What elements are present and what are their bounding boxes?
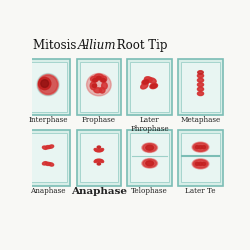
Ellipse shape [94, 88, 102, 93]
Ellipse shape [144, 77, 152, 82]
Text: Anaphase: Anaphase [71, 187, 127, 196]
Ellipse shape [198, 71, 203, 74]
FancyBboxPatch shape [130, 133, 169, 182]
Text: Anaphase: Anaphase [30, 187, 66, 195]
FancyBboxPatch shape [130, 62, 169, 112]
Ellipse shape [148, 78, 156, 83]
Ellipse shape [100, 160, 103, 162]
Ellipse shape [100, 76, 107, 82]
Circle shape [41, 80, 48, 88]
Ellipse shape [195, 162, 199, 166]
Ellipse shape [192, 159, 209, 169]
FancyBboxPatch shape [80, 62, 118, 112]
Ellipse shape [49, 163, 54, 166]
Ellipse shape [97, 163, 100, 165]
FancyBboxPatch shape [178, 59, 223, 115]
Ellipse shape [143, 159, 156, 167]
Ellipse shape [94, 148, 98, 152]
Text: Telophase: Telophase [131, 187, 168, 195]
Ellipse shape [193, 143, 208, 151]
Ellipse shape [146, 161, 154, 166]
Text: Metaphase: Metaphase [180, 116, 221, 124]
Ellipse shape [101, 78, 105, 82]
FancyBboxPatch shape [26, 59, 70, 115]
FancyBboxPatch shape [127, 59, 172, 115]
Ellipse shape [202, 162, 206, 166]
FancyBboxPatch shape [127, 130, 172, 186]
Ellipse shape [46, 146, 51, 149]
Ellipse shape [38, 75, 58, 94]
Ellipse shape [95, 159, 100, 162]
Ellipse shape [97, 149, 101, 152]
Text: Interphase: Interphase [28, 116, 68, 124]
Ellipse shape [142, 79, 150, 85]
Ellipse shape [198, 92, 203, 96]
Ellipse shape [97, 146, 100, 148]
Text: Root Tip: Root Tip [113, 39, 167, 52]
Ellipse shape [42, 146, 48, 149]
Text: Mitosis  -: Mitosis - [34, 39, 92, 52]
Ellipse shape [92, 84, 97, 87]
Ellipse shape [192, 142, 209, 152]
Ellipse shape [90, 76, 98, 82]
Ellipse shape [143, 144, 156, 152]
FancyBboxPatch shape [181, 62, 220, 112]
Ellipse shape [100, 148, 103, 152]
Ellipse shape [37, 74, 59, 96]
Text: Later
Phrophase: Later Phrophase [130, 116, 169, 134]
Text: Prophase: Prophase [82, 116, 116, 124]
Ellipse shape [193, 160, 208, 168]
FancyBboxPatch shape [29, 62, 67, 112]
FancyBboxPatch shape [76, 130, 121, 186]
Ellipse shape [86, 74, 111, 96]
Ellipse shape [42, 162, 48, 165]
Ellipse shape [95, 149, 100, 152]
Ellipse shape [90, 82, 96, 90]
Ellipse shape [198, 87, 203, 91]
Text: Allium: Allium [78, 39, 116, 52]
Ellipse shape [98, 149, 102, 152]
Ellipse shape [151, 84, 157, 88]
FancyBboxPatch shape [178, 130, 223, 186]
Ellipse shape [198, 162, 202, 166]
Ellipse shape [150, 84, 158, 89]
Ellipse shape [142, 158, 158, 168]
Ellipse shape [198, 78, 203, 82]
Ellipse shape [46, 162, 51, 166]
Text: Later Te: Later Te [185, 187, 216, 195]
FancyBboxPatch shape [29, 133, 67, 182]
Ellipse shape [195, 146, 199, 149]
FancyBboxPatch shape [181, 133, 220, 182]
FancyBboxPatch shape [80, 133, 118, 182]
Ellipse shape [49, 145, 54, 148]
Circle shape [38, 78, 51, 90]
Ellipse shape [102, 82, 107, 89]
Ellipse shape [142, 143, 158, 152]
Ellipse shape [97, 159, 101, 162]
Ellipse shape [94, 74, 103, 80]
Ellipse shape [38, 74, 58, 95]
Ellipse shape [94, 160, 98, 162]
Ellipse shape [202, 146, 206, 149]
Ellipse shape [198, 74, 203, 78]
FancyBboxPatch shape [26, 130, 70, 186]
Ellipse shape [100, 88, 105, 93]
Ellipse shape [143, 80, 148, 84]
Ellipse shape [97, 76, 101, 80]
Ellipse shape [146, 145, 154, 150]
Ellipse shape [141, 83, 148, 89]
FancyBboxPatch shape [76, 59, 121, 115]
Ellipse shape [198, 83, 203, 86]
Ellipse shape [93, 78, 97, 82]
Ellipse shape [198, 146, 202, 149]
Ellipse shape [98, 159, 102, 162]
